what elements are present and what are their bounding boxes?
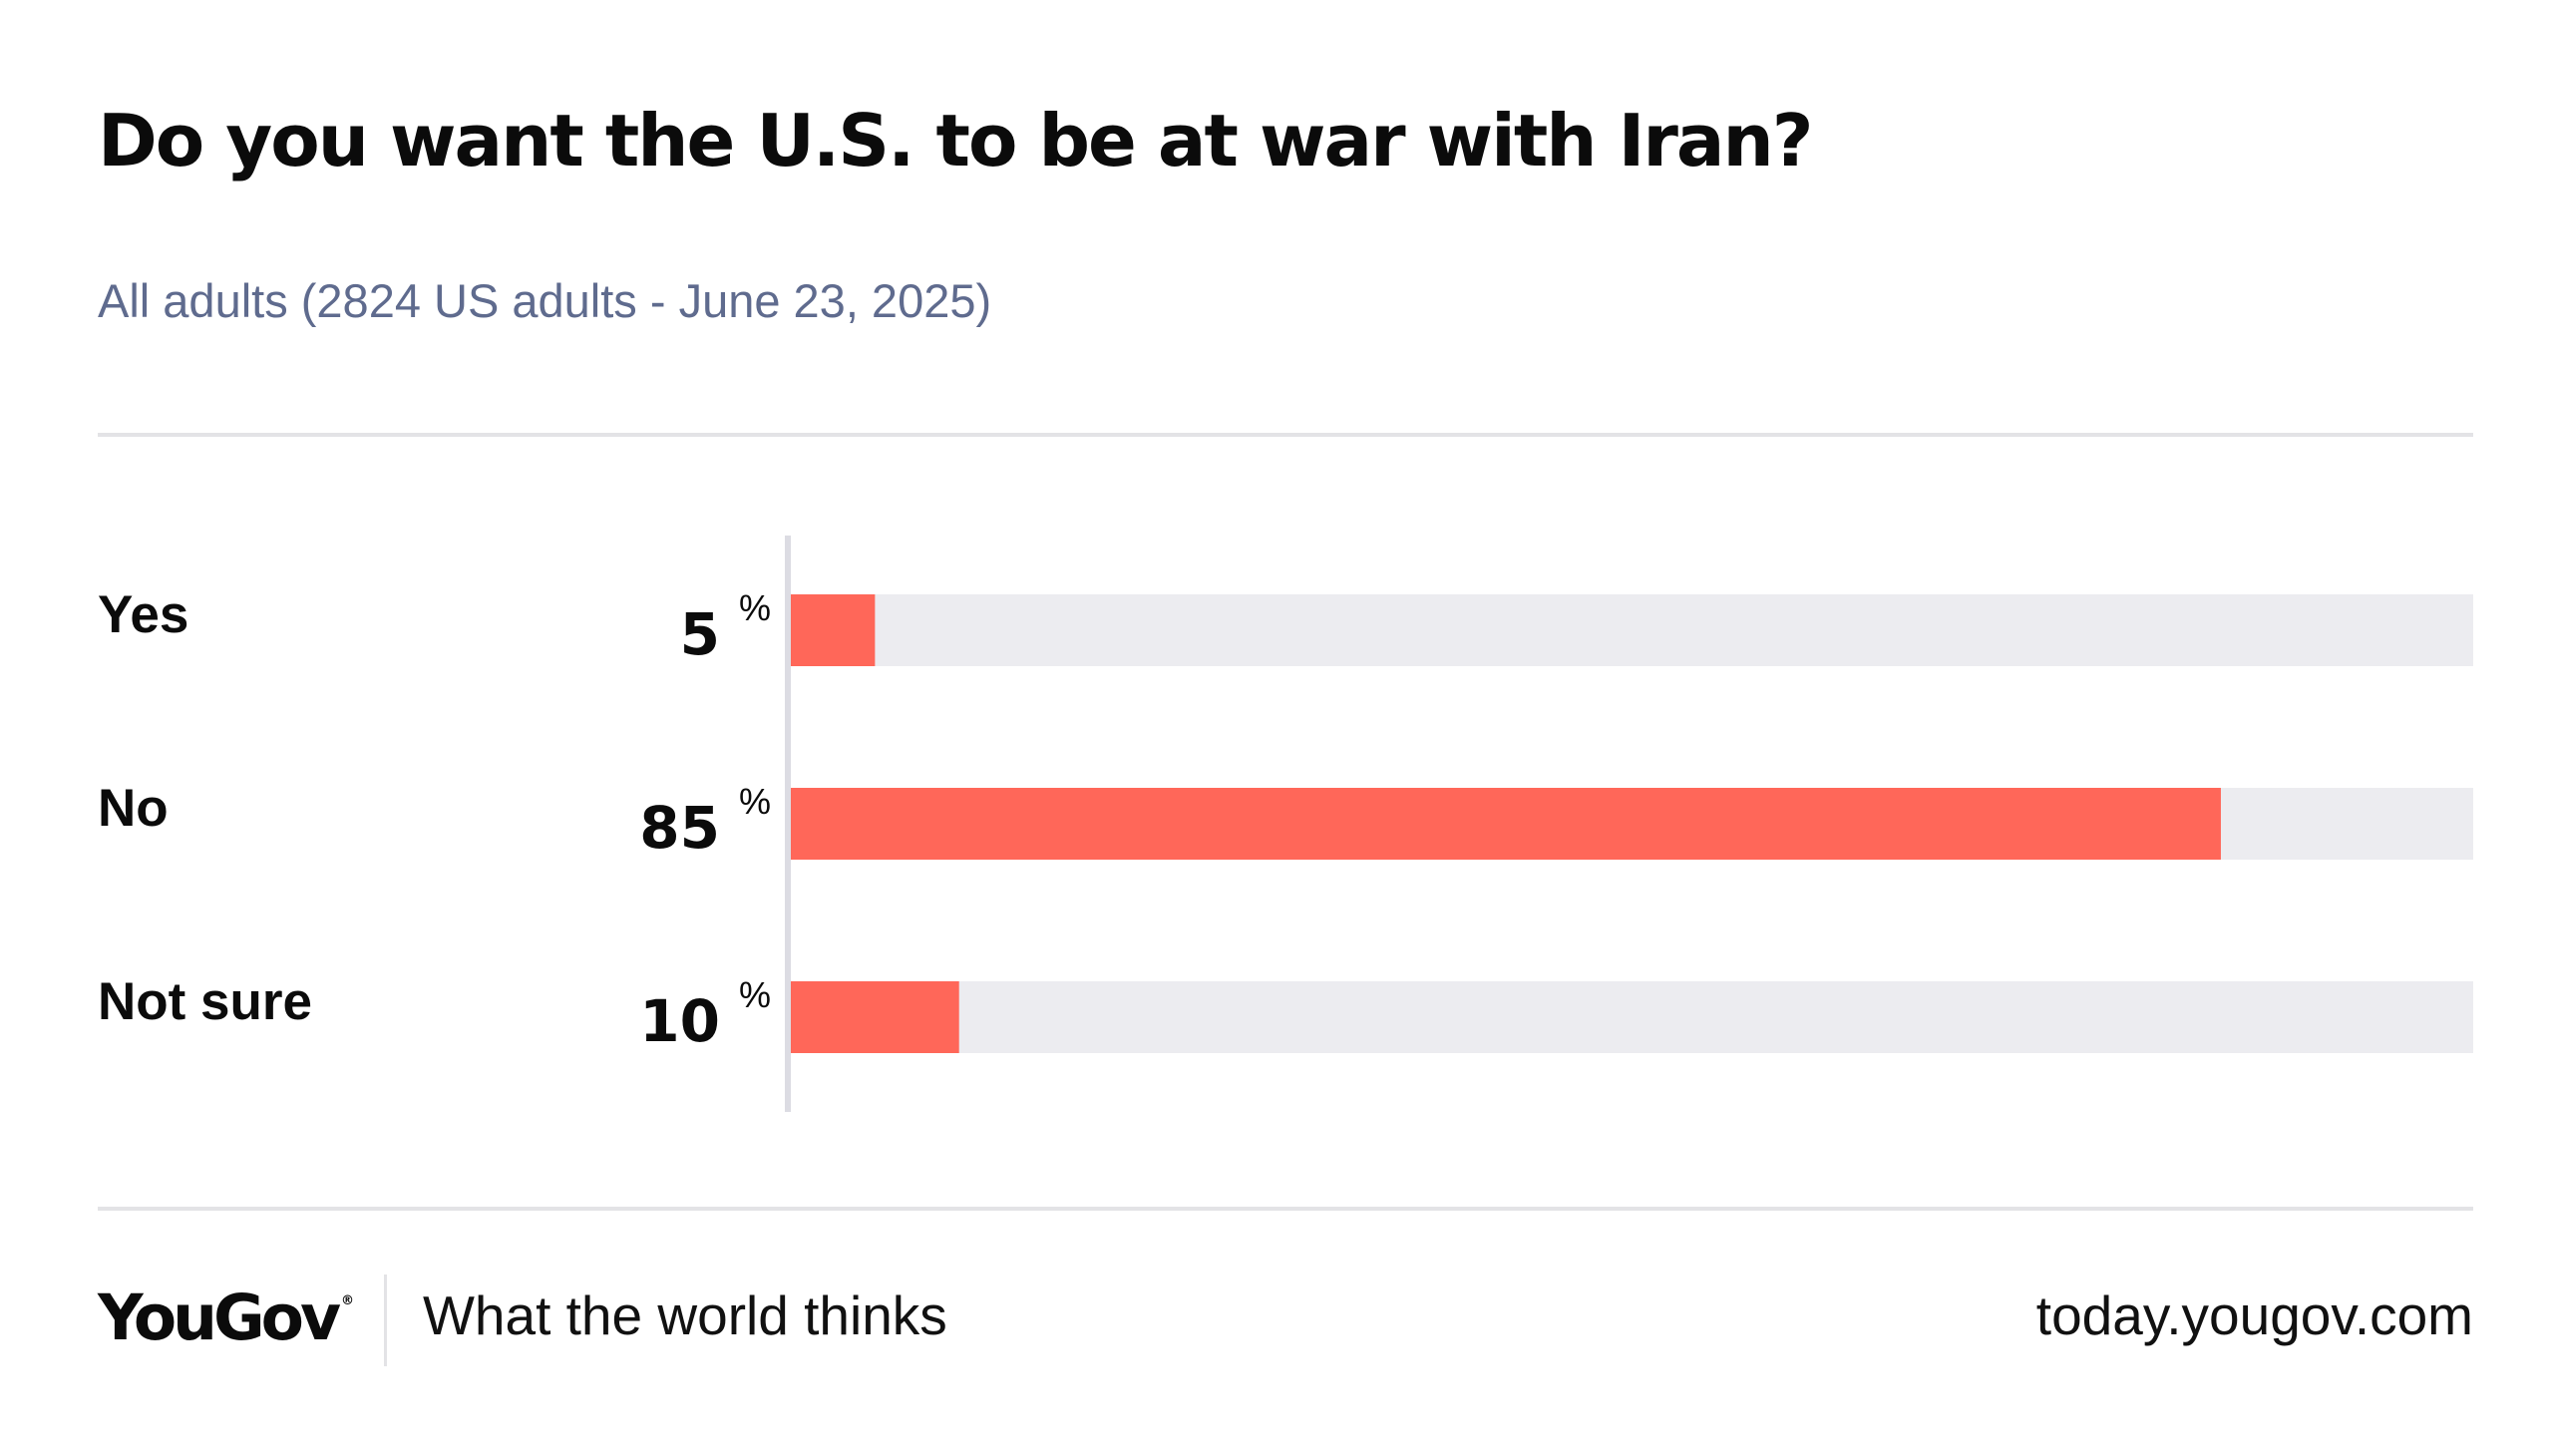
- footer-divider: [384, 1274, 387, 1366]
- percent-sign-yes: %: [739, 587, 771, 628]
- footer-tagline: What the world thinks: [423, 1284, 947, 1346]
- bar-track-yes: [791, 594, 2473, 666]
- chart-title: Do you want the U.S. to be at war with I…: [98, 99, 1814, 182]
- category-label-yes: Yes: [98, 585, 188, 644]
- bar-track-not-sure: [791, 981, 2473, 1053]
- bar-no: [791, 788, 2221, 860]
- bar-not-sure: [791, 981, 959, 1053]
- bar-chart: Yes 5 % No 85 % Not sure 10%: [98, 536, 2473, 1112]
- bar-yes: [791, 594, 876, 666]
- percent-sign-no: %: [739, 781, 771, 822]
- value-label-not-sure: 10: [639, 987, 720, 1055]
- bottom-divider: [98, 1207, 2473, 1211]
- percent-sign-not-sure: %: [739, 974, 771, 1015]
- value-label-yes: 5: [680, 600, 720, 668]
- category-label-not-sure: Not sure: [98, 972, 312, 1031]
- category-label-no: No: [98, 779, 169, 838]
- chart-subtitle: All adults (2824 US adults - June 23, 20…: [98, 274, 992, 327]
- top-divider: [98, 433, 2473, 437]
- yougov-logo: YouGov ®: [98, 1281, 355, 1354]
- value-label-no: 85: [639, 794, 720, 862]
- footer-url: today.yougov.com: [2035, 1284, 2473, 1346]
